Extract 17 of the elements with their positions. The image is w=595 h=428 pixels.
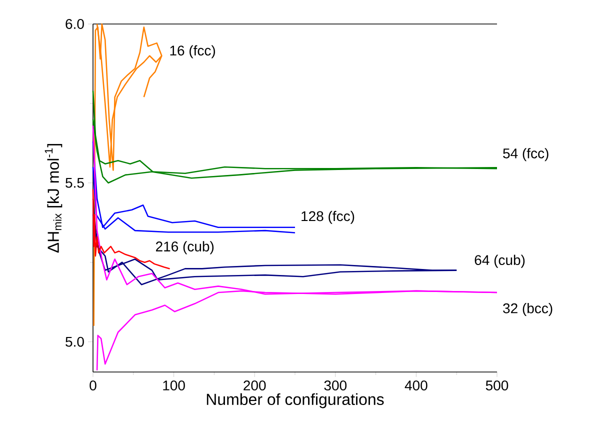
series-label: 216 (cub) <box>156 241 214 254</box>
x-tick-label: 100 <box>163 380 185 390</box>
x-tick-label: 200 <box>244 380 266 390</box>
y-tick-label: 6.0 <box>66 19 84 29</box>
y-axis-title: ΔH$_{mix}$ [kJ mol$^{-1}$] <box>44 144 62 253</box>
x-axis-title: Number of configurations <box>206 393 384 408</box>
series-label: 54 (fcc) <box>503 148 548 162</box>
x-tick-label: 0 <box>90 380 96 390</box>
x-tick-label: 400 <box>404 380 428 390</box>
x-tick-label: 500 <box>486 380 508 390</box>
series-label: 64 (cub) <box>474 254 525 268</box>
y-tick-label: 5.0 <box>66 336 84 347</box>
y-tick-label: 5.5 <box>66 178 84 188</box>
series-label: 32 (bcc) <box>503 303 552 316</box>
series-label: 16 (fcc) <box>170 45 216 58</box>
x-tick-label: 300 <box>324 380 347 390</box>
series-label: 128 (fcc) <box>302 210 354 224</box>
